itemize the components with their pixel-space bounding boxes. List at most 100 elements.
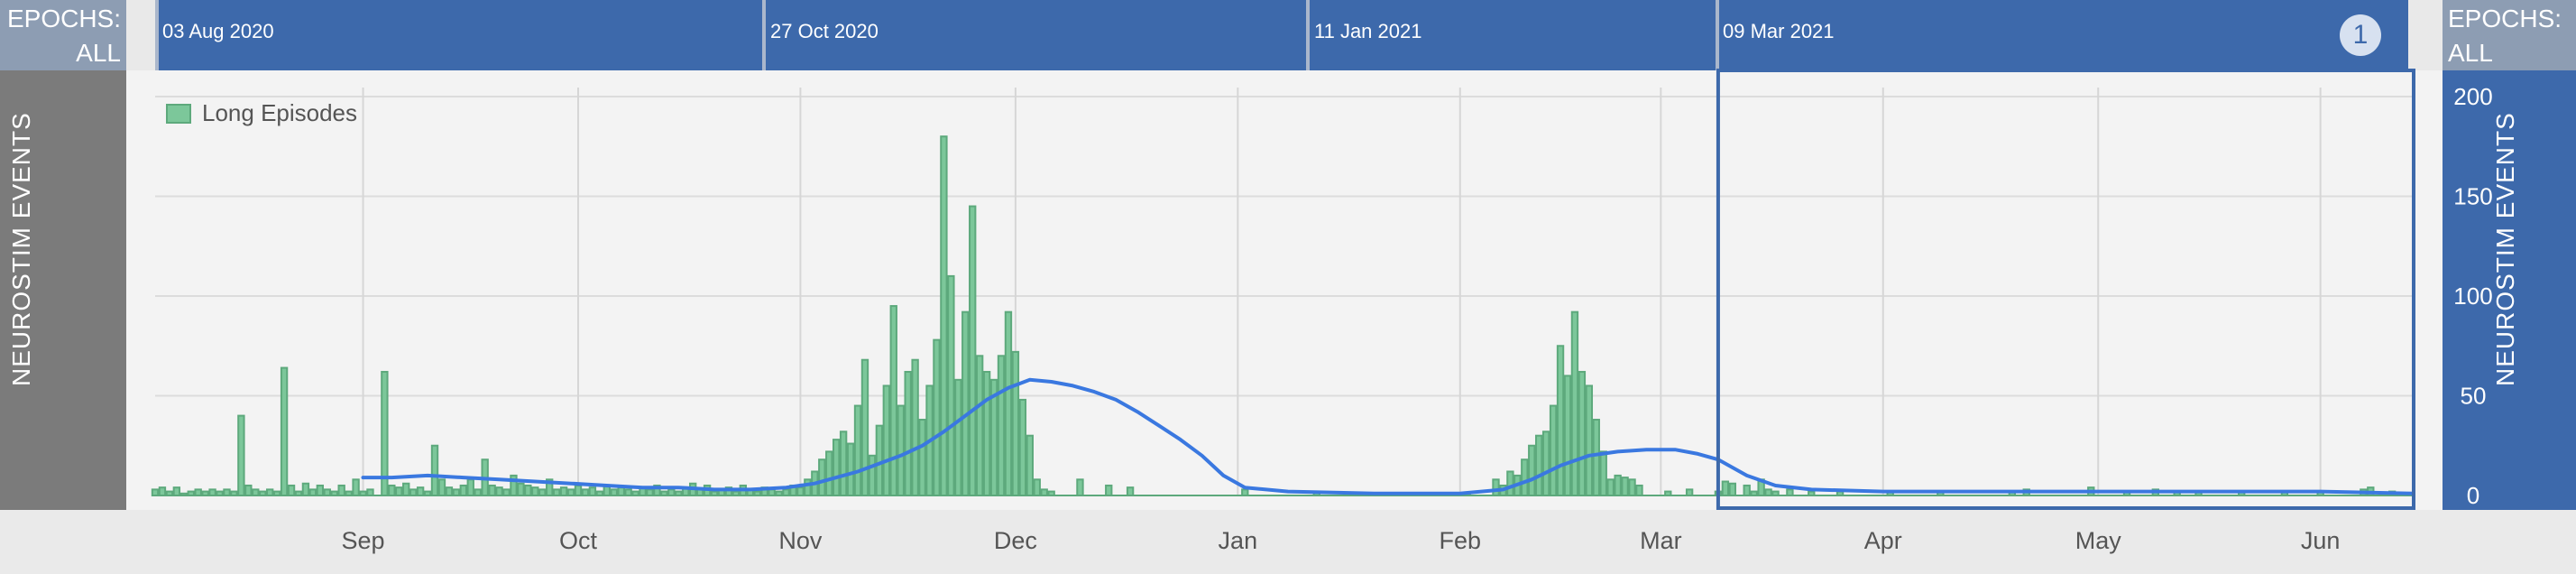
legend-swatch [166,103,191,124]
bar [588,486,597,496]
bar [1635,484,1643,497]
bar [1578,370,1587,497]
x-tick-label: May [2075,527,2122,554]
bar [954,378,962,496]
bar [1592,419,1600,496]
chart-legend[interactable]: Long Episodes [166,99,357,127]
bar [940,135,948,496]
bar [1521,458,1529,496]
epochs-value: ALL [76,39,121,67]
bar [402,482,410,496]
bar [388,484,396,497]
epochs-value: ALL [2448,39,2493,67]
epoch-date[interactable]: 03 Aug 2020 [162,20,274,42]
bar [430,444,439,496]
epoch-date[interactable]: 11 Jan 2021 [1314,20,1422,42]
bar [466,478,474,497]
bar [1492,478,1500,497]
bar [524,484,532,497]
bar [1011,350,1020,496]
legend-label: Long Episodes [202,99,358,126]
epoch-count-badge[interactable]: 1 [2340,14,2381,56]
line-series [361,377,2415,495]
bar [1535,434,1543,497]
epoch-separator [1716,0,1719,70]
bar [1541,430,1550,496]
x-tick-label: Feb [1439,527,1481,554]
bar [804,478,812,497]
bar [531,486,539,496]
bar [868,454,877,496]
bar [904,370,912,497]
bar [860,358,869,496]
epoch-timeline-bar[interactable]: 03 Aug 2020 27 Oct 2020 11 Jan 2021 09 M… [155,0,2408,70]
bar [459,484,467,497]
bar [875,424,884,496]
bar [1076,478,1084,497]
bar [1506,470,1514,496]
x-tick-label: Mar [1640,527,1682,554]
bar [882,384,890,497]
bar [825,450,833,497]
bar [445,486,454,496]
epochs-label: EPOCHS: [6,5,121,32]
left-epochs-selector[interactable]: EPOCHS: ALL [0,0,126,70]
y-tick-label: 200 [2453,83,2492,110]
bar [1126,486,1135,496]
right-axis-panel: NEUROSTIM EVENTS [2443,0,2576,510]
epoch-separator [1306,0,1310,70]
bar [839,430,848,496]
bar [495,486,503,496]
bar [1721,480,1730,497]
bar [1549,404,1558,496]
bar [488,484,496,497]
bar [1585,384,1594,497]
bar [1570,310,1579,496]
chart-grid [155,88,2414,496]
y-axis-ticks: 0 50 100 150 200 [2453,83,2492,509]
bar [416,486,425,496]
bar [337,484,345,497]
trend-line [361,377,2415,495]
bar [818,458,826,496]
bar [1105,484,1113,497]
bar [287,484,296,497]
bar [832,439,841,496]
x-tick-label: Dec [994,527,1037,554]
bar [982,370,991,497]
bar [897,404,905,496]
bar [1621,477,1629,496]
epoch-date[interactable]: 27 Oct 2020 [770,20,879,42]
bar [158,486,167,496]
plot-background [126,70,2443,510]
bar [1018,398,1027,497]
right-epochs-selector[interactable]: EPOCHS: ALL [2443,0,2576,70]
epochs-label: EPOCHS: [2448,5,2562,32]
x-tick-label: Jan [1219,527,1258,554]
epoch-date[interactable]: 09 Mar 2021 [1723,20,1835,42]
bar [1033,478,1041,497]
bar [961,310,970,496]
x-axis-ticks: Sep Oct Nov Dec Jan Feb Mar Apr May Jun [342,527,2341,554]
bar [395,486,403,496]
x-tick-label: Nov [778,527,823,554]
bar [1004,310,1013,496]
bar [1628,478,1636,497]
bar [1728,482,1737,496]
bar [1606,478,1615,497]
bar [316,484,325,497]
x-tick-label: Jun [2301,527,2341,554]
selected-epoch-frame [1716,69,2415,510]
bar [237,414,245,497]
bar [1528,444,1536,496]
bar [933,338,941,496]
left-axis-panel: NEUROSTIM EVENTS [0,0,126,510]
bar [796,486,805,496]
epoch-separator [155,0,159,70]
x-tick-label: Sep [342,527,385,554]
bar [244,484,253,497]
bar [301,482,310,496]
bar [1743,484,1751,497]
bar [969,205,977,497]
